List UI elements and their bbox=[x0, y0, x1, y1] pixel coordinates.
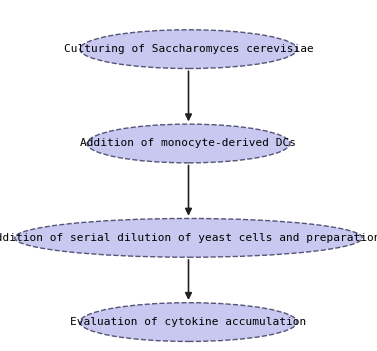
Ellipse shape bbox=[15, 218, 362, 257]
Ellipse shape bbox=[80, 30, 297, 68]
Text: Culturing of Saccharomyces cerevisiae: Culturing of Saccharomyces cerevisiae bbox=[64, 44, 313, 54]
Text: Addition of serial dilution of yeast cells and preparations: Addition of serial dilution of yeast cel… bbox=[0, 233, 377, 243]
Ellipse shape bbox=[87, 124, 290, 163]
Text: Evaluation of cytokine accumulation: Evaluation of cytokine accumulation bbox=[70, 317, 307, 327]
Ellipse shape bbox=[80, 303, 297, 342]
Text: Addition of monocyte-derived DCs: Addition of monocyte-derived DCs bbox=[81, 139, 296, 148]
